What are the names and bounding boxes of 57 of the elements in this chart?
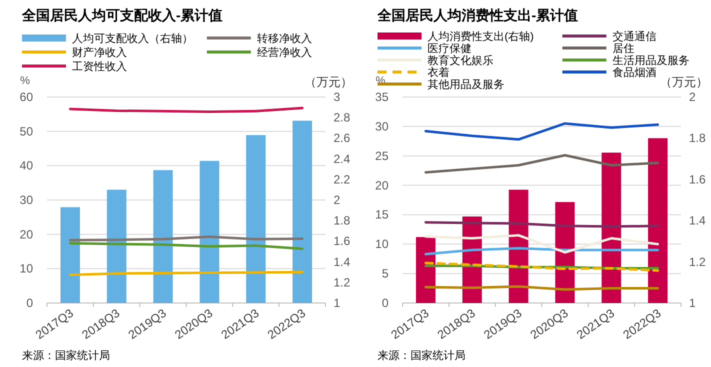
- y-tick-label: 35: [375, 90, 389, 104]
- legend-label: 生活用品及服务: [612, 54, 690, 67]
- y-tick-label: 20: [20, 227, 34, 242]
- y2-tick-label: 2.8: [334, 110, 351, 125]
- y2-axis-title: （万元）: [660, 75, 708, 89]
- line-series: [424, 262, 660, 272]
- legend-label: 衣着: [428, 66, 450, 79]
- y-axis-title: %: [20, 75, 30, 87]
- y-tick-label: 50: [20, 124, 34, 138]
- y-tick-label: 60: [20, 90, 34, 104]
- line-series: [424, 234, 660, 254]
- chart-title: 全国居民人均可支配收入-累计值: [21, 7, 223, 23]
- legend-label: 财产净收入: [72, 46, 127, 59]
- y2-tick-label: 1: [334, 296, 340, 310]
- legend-label: 食品烟酒: [612, 66, 656, 79]
- legend-label: 工资性收入: [72, 60, 127, 73]
- y2-tick-label: 1: [689, 296, 696, 310]
- y2-tick-label: 1.6: [334, 234, 351, 248]
- y2-tick-label: 1.4: [689, 214, 706, 228]
- source-note: 来源：国家统计局: [378, 349, 466, 362]
- y2-tick-label: 1.8: [334, 214, 351, 228]
- legend-label: 居住: [612, 43, 634, 55]
- source-note: 来源：国家统计局: [22, 349, 110, 362]
- legend-label: 人均可支配收入（右轴）: [72, 32, 193, 45]
- y2-tick-label: 1.2: [334, 275, 351, 290]
- y-tick-label: 30: [375, 119, 389, 134]
- y2-tick-label: 1.4: [334, 254, 351, 269]
- y-tick-label: 5: [382, 266, 389, 281]
- y-tick-label: 40: [20, 158, 34, 173]
- y2-tick-label: 1.8: [689, 131, 706, 146]
- legend-label: 教育文化娱乐: [428, 54, 494, 67]
- line-series: [424, 154, 660, 174]
- y2-tick-label: 3: [334, 90, 340, 104]
- chart-title: 全国居民人均消费性支出-累计值: [376, 7, 578, 23]
- y2-axis-title: （万元）: [304, 75, 352, 89]
- y-tick-label: 0: [26, 296, 34, 310]
- legend-label: 经营净收入: [256, 46, 312, 59]
- legend-label: 转移净收入: [256, 32, 312, 45]
- y-tick-label: 10: [375, 237, 389, 252]
- y-tick-label: 30: [20, 193, 34, 207]
- y2-tick-label: 2.6: [334, 131, 351, 146]
- y-tick-label: 10: [20, 262, 34, 276]
- legend-label: 交通通信: [612, 30, 656, 43]
- y2-tick-label: 2: [334, 193, 340, 207]
- y-tick-label: 0: [382, 296, 389, 310]
- y2-tick-label: 1.2: [689, 254, 706, 269]
- y-tick-label: 25: [375, 148, 389, 163]
- legend-label: 其他用品及服务: [428, 78, 504, 91]
- line-series: [424, 122, 660, 141]
- y2-tick-label: 2.2: [334, 172, 351, 186]
- y-tick-label: 20: [375, 178, 389, 192]
- legend-label: 医疗保健: [428, 42, 472, 55]
- y-tick-label: 15: [375, 208, 389, 222]
- y2-tick-label: 2: [689, 90, 696, 104]
- y2-tick-label: 1.6: [689, 172, 706, 186]
- legend-label: 人均消费性支出(右轴): [428, 30, 534, 43]
- y2-tick-label: 2.4: [334, 152, 351, 166]
